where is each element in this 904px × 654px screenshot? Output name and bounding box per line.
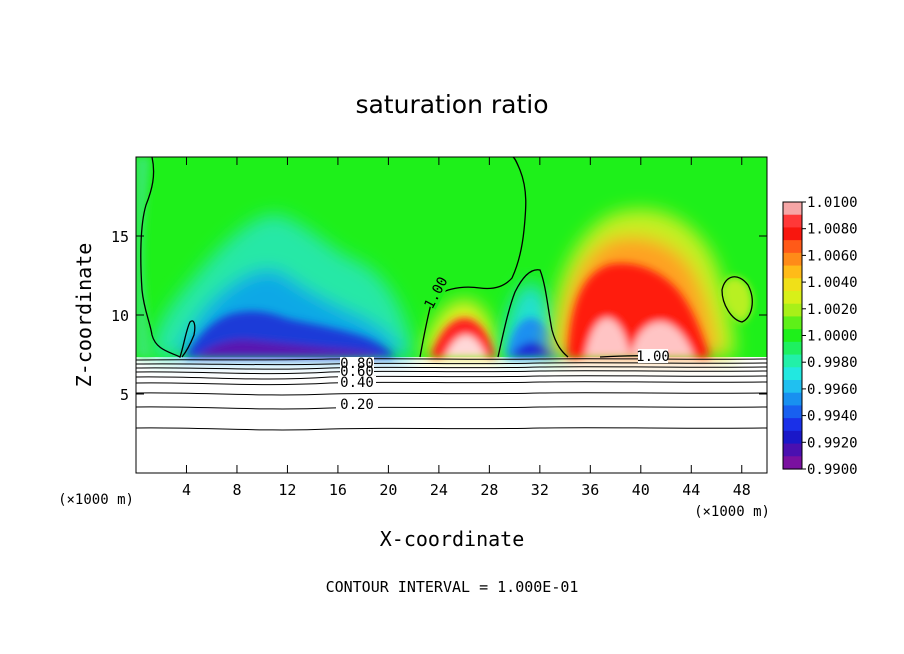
colorbar-segment <box>783 380 802 394</box>
subsaturated-min <box>195 339 385 357</box>
colorbar-segment <box>783 341 802 356</box>
y-tick-label: 5 <box>120 386 129 404</box>
colorbar-segment <box>783 227 802 241</box>
colorbar-segment <box>783 354 802 368</box>
colorbar-label: 0.9940 <box>807 409 858 425</box>
colorbar-label: 0.9980 <box>807 355 858 371</box>
colorbar-segment <box>783 240 802 254</box>
colorbar-segment <box>783 392 802 407</box>
subcell-min <box>510 341 556 357</box>
y-tick-label: 10 <box>111 307 129 325</box>
super2-center-a <box>585 318 630 357</box>
x-tick-label: 44 <box>682 481 700 499</box>
plot-area: 1.00 1.00 0.80 0.60 0.40 0.20 <box>136 157 767 473</box>
x-tick-label: 8 <box>232 481 241 499</box>
contour-line <box>136 381 767 386</box>
x-axis-title: X-coordinate <box>380 527 525 551</box>
right-patch <box>722 276 753 322</box>
x-unit-label-right: (×1000 m) <box>694 504 770 520</box>
colorbar-segment <box>783 214 802 229</box>
contour-line <box>136 427 767 431</box>
colorbar-segment <box>783 303 802 318</box>
contour-label-bg <box>340 368 374 378</box>
colorbar-segment <box>783 367 802 381</box>
colorbar-segment <box>783 278 802 292</box>
contour-label-bg <box>638 349 668 363</box>
contour-label-bg <box>340 357 374 369</box>
contour-1-00-right <box>721 276 753 323</box>
colorbar-label: 1.0000 <box>807 329 858 345</box>
colorbar-segment <box>783 252 802 267</box>
contour-interval-footer: CONTOUR INTERVAL = 1.000E-01 <box>326 578 579 596</box>
colorbar-segment <box>783 329 802 343</box>
contour-line <box>136 370 767 375</box>
contour-label: 0.40 <box>340 375 374 391</box>
x-tick-label: 36 <box>581 481 599 499</box>
colorbar-segment <box>783 291 802 305</box>
x-tick-label: 20 <box>379 481 397 499</box>
colorbar-segment <box>783 418 802 432</box>
x-unit-label-left: (×1000 m) <box>58 492 134 508</box>
contour-1-00-cell <box>497 269 569 358</box>
colorbar-label: 1.0020 <box>807 302 858 318</box>
contour-line <box>136 392 767 396</box>
contour-label: 1.00 <box>636 349 670 365</box>
chart-title: saturation ratio <box>355 90 548 119</box>
contour-label-bg <box>338 376 376 388</box>
contour-line <box>136 375 767 380</box>
x-tick-label: 32 <box>531 481 549 499</box>
contour-labels: 1.00 1.00 0.80 0.60 0.40 0.20 <box>336 274 670 413</box>
super2-center-b <box>630 321 694 357</box>
colorbar-segment <box>783 265 802 279</box>
contour-label: 0.20 <box>340 397 374 413</box>
contour-line <box>136 366 767 370</box>
x-ticks: 4 8 12 16 20 24 28 32 36 40 44 48 <box>182 157 751 499</box>
x-tick-label: 12 <box>278 481 296 499</box>
y-ticks: 5 10 15 <box>111 228 767 404</box>
x-tick-label: 48 <box>733 481 751 499</box>
colorbar-segment <box>783 430 802 445</box>
contour-label-bg <box>336 397 378 411</box>
y-axis-title: Z-coordinate <box>72 243 96 388</box>
colorbar-segment <box>783 405 802 419</box>
contour-line <box>136 406 767 410</box>
x-tick-label: 28 <box>480 481 498 499</box>
x-tick-label: 24 <box>430 481 448 499</box>
left-edge-tint <box>136 157 152 357</box>
colorbar-label: 1.0080 <box>807 222 858 238</box>
y-tick-label: 15 <box>111 228 129 246</box>
super1-center <box>445 335 486 357</box>
saturation-shading <box>136 157 753 357</box>
contour-line <box>136 362 767 366</box>
colorbar: 1.0100 1.0080 1.0060 1.0040 1.0020 1.0000 0.99… <box>782 195 858 478</box>
colorbar-segment <box>783 456 802 470</box>
colorbar-segment <box>783 316 802 330</box>
colorbar-label: 0.9960 <box>807 382 858 398</box>
colorbar-label: 1.0100 <box>807 195 858 211</box>
colorbar-label: 0.9900 <box>807 462 858 478</box>
colorbar-label: 1.0040 <box>807 275 858 291</box>
x-tick-label: 40 <box>632 481 650 499</box>
contour-label-bg <box>423 276 450 310</box>
x-tick-label: 4 <box>182 481 191 499</box>
colorbar-segment <box>783 202 802 216</box>
colorbar-label: 0.9920 <box>807 435 858 451</box>
contour-1-00-left <box>140 157 196 358</box>
x-tick-label: 16 <box>329 481 347 499</box>
colorbar-segment <box>783 443 802 457</box>
colorbar-label: 1.0060 <box>807 248 858 264</box>
